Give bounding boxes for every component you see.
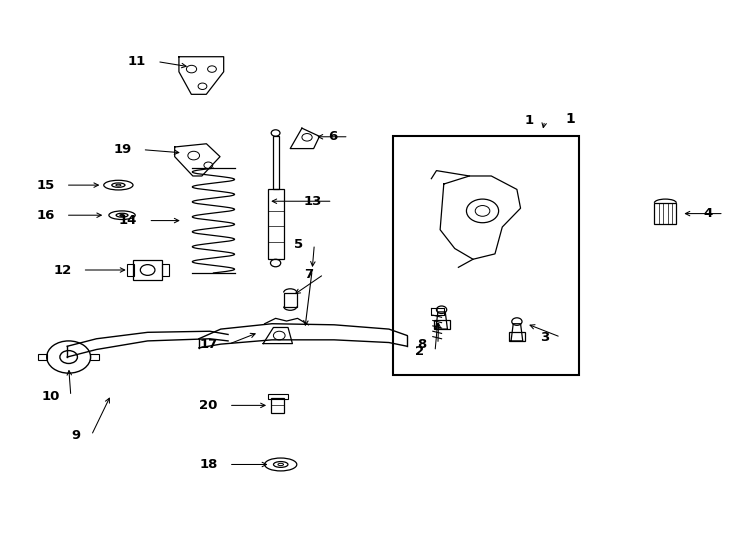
Text: 1: 1	[566, 112, 575, 126]
Text: 5: 5	[294, 238, 303, 251]
Bar	[283, 293, 297, 307]
Bar	[38, 354, 48, 360]
Text: 10: 10	[42, 390, 60, 403]
Bar	[434, 321, 450, 329]
Bar	[393, 136, 579, 375]
Text: 2: 2	[415, 345, 424, 358]
Text: 11: 11	[128, 55, 146, 68]
Text: 4: 4	[704, 207, 713, 220]
Text: 1: 1	[525, 114, 534, 127]
Bar	[90, 354, 99, 360]
Text: 9: 9	[71, 429, 80, 442]
Text: 3: 3	[540, 330, 550, 343]
Text: 19: 19	[113, 143, 131, 156]
Bar	[268, 394, 288, 399]
Text: 14: 14	[119, 214, 137, 227]
Text: 15: 15	[37, 179, 55, 192]
Bar	[127, 264, 134, 276]
Bar	[509, 332, 525, 341]
Text: 16: 16	[37, 208, 55, 222]
Text: 13: 13	[303, 195, 321, 208]
Bar	[272, 136, 278, 190]
Bar	[133, 260, 162, 280]
Text: 8: 8	[418, 338, 427, 350]
Text: 18: 18	[200, 458, 218, 471]
Text: 6: 6	[329, 130, 338, 143]
Text: 20: 20	[200, 399, 218, 412]
Bar	[162, 264, 169, 276]
Bar	[268, 190, 283, 259]
Text: 7: 7	[304, 268, 313, 281]
Text: 17: 17	[200, 338, 218, 350]
Bar	[271, 398, 284, 413]
Bar	[655, 203, 676, 224]
Text: 12: 12	[54, 264, 72, 276]
